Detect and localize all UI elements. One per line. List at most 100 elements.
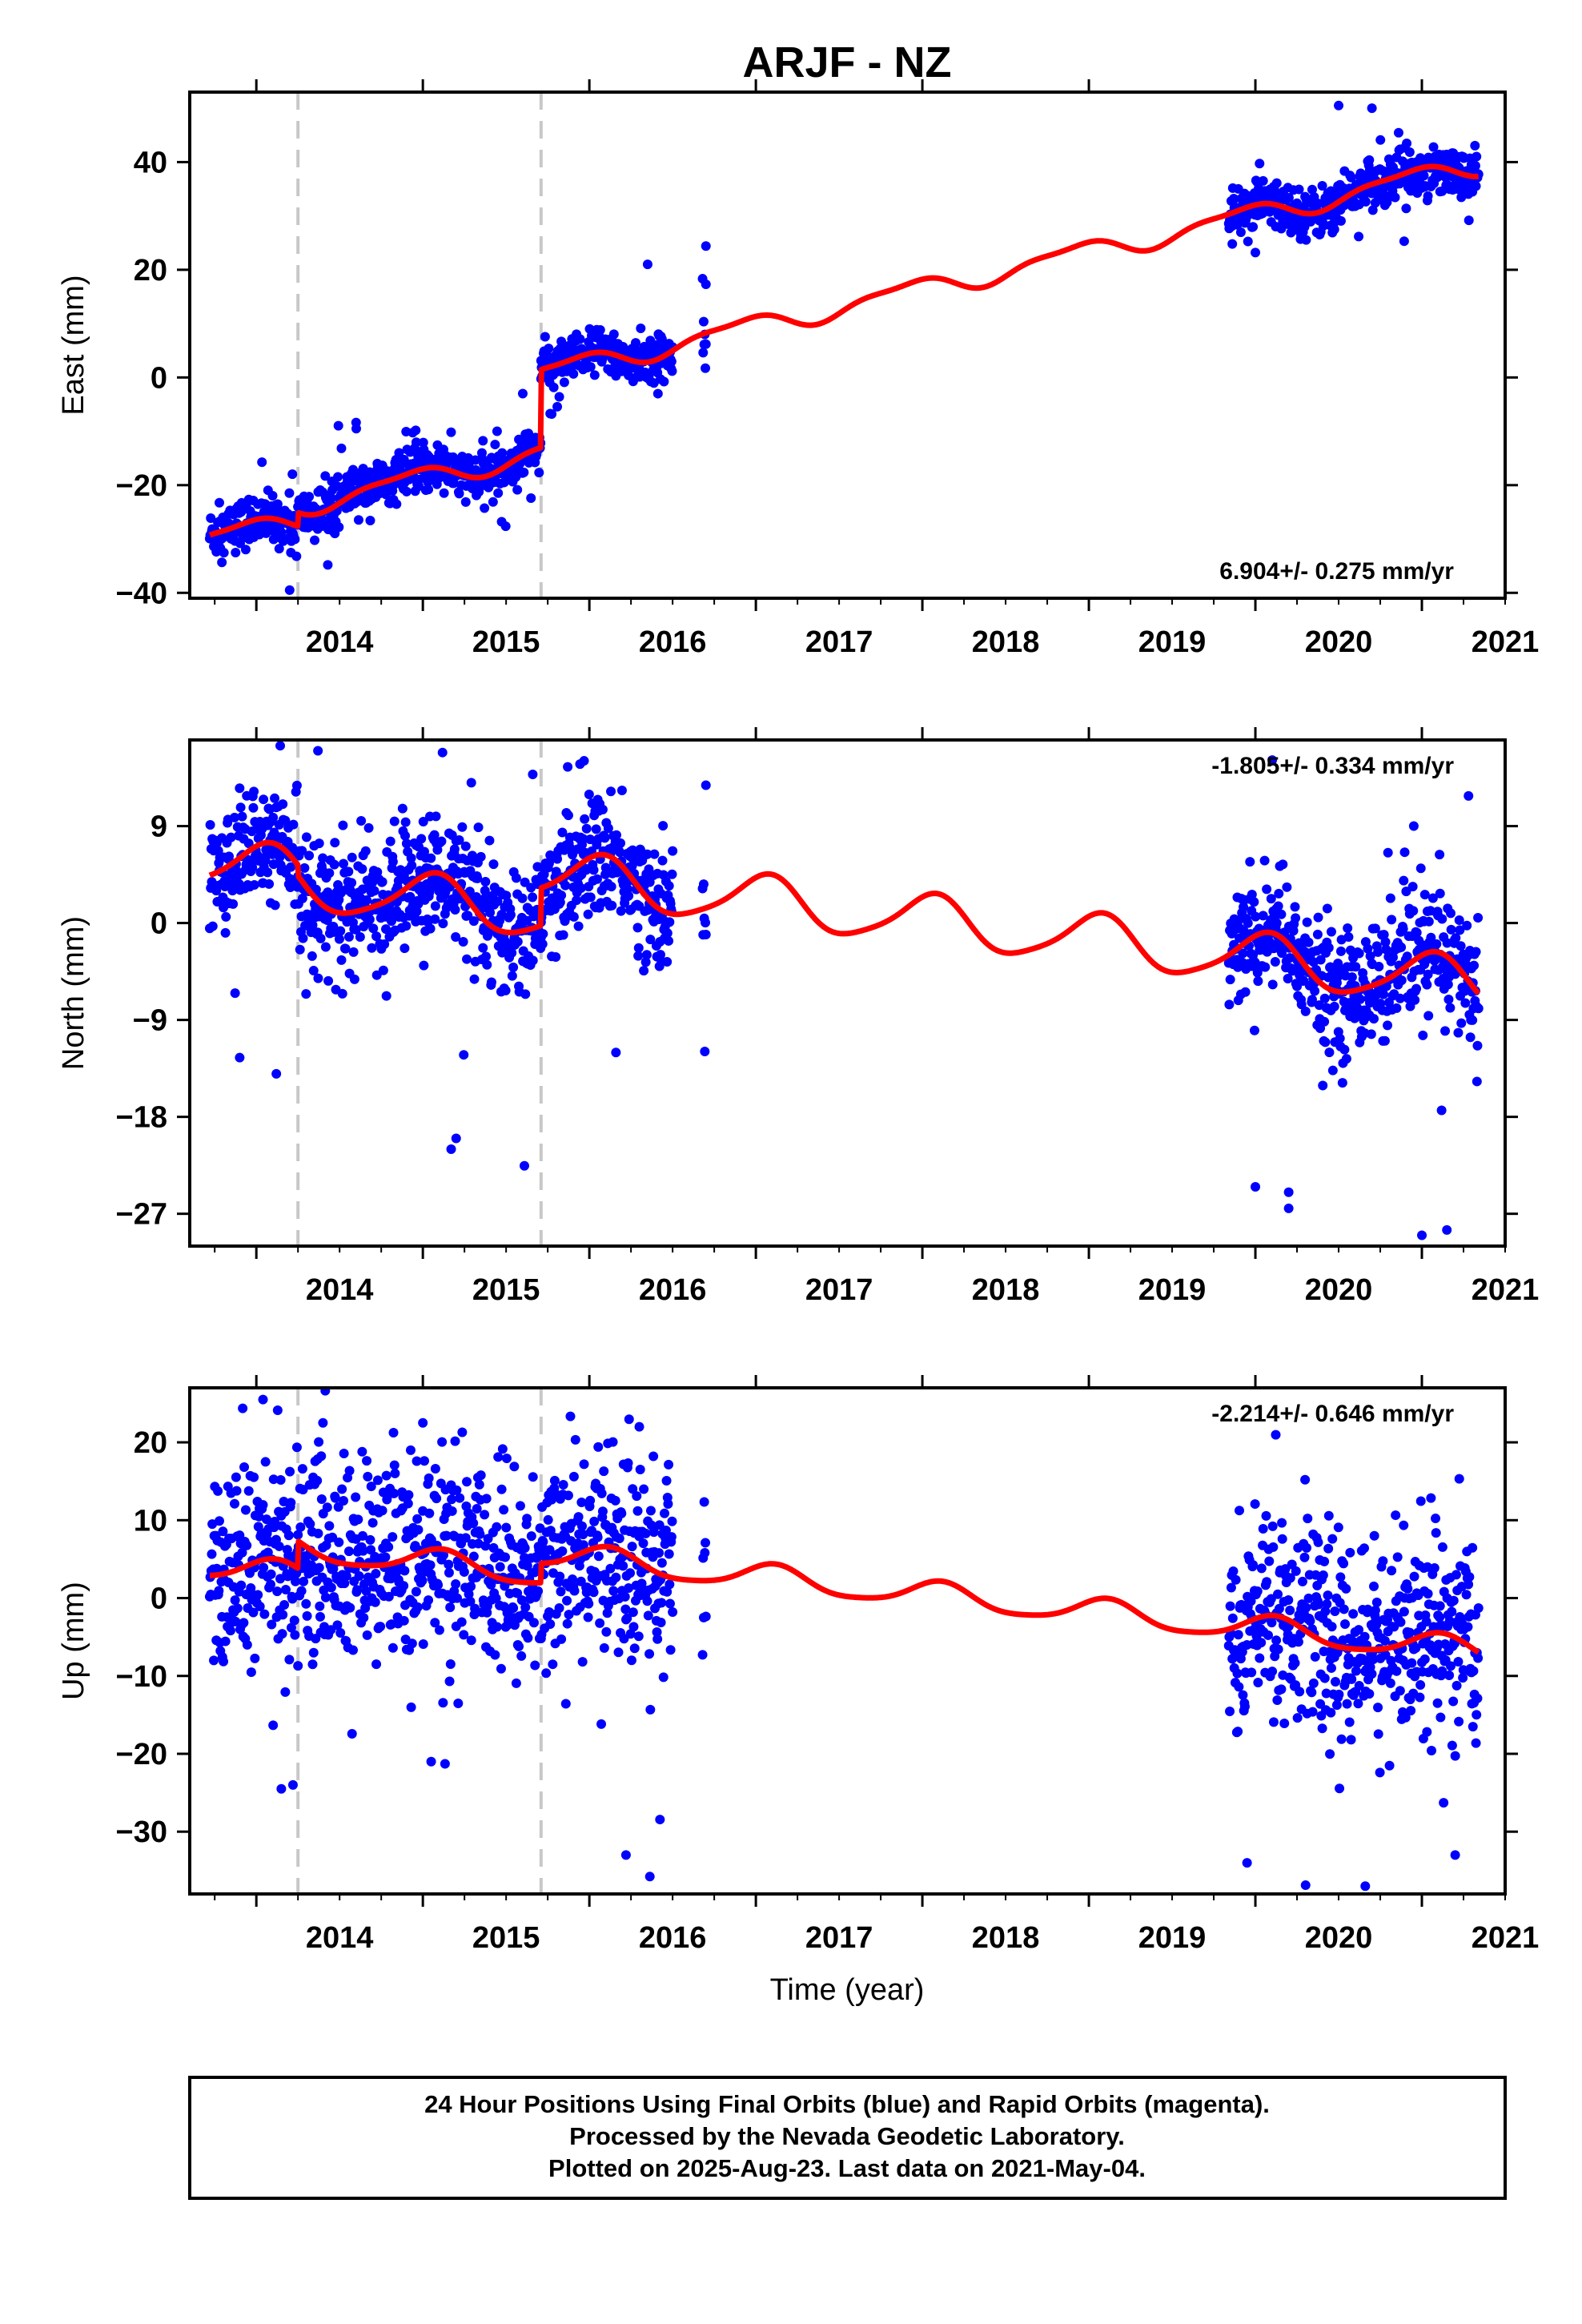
up-data-point: [1431, 1514, 1441, 1524]
north-data-point: [386, 916, 396, 927]
up-data-point: [593, 1551, 604, 1562]
east-data-point: [326, 493, 336, 504]
north-data-point: [320, 942, 331, 952]
east-model-line: [207, 163, 1481, 538]
up-data-point: [1335, 1572, 1346, 1582]
east-data-point: [1402, 139, 1412, 149]
north-data-point: [1455, 925, 1465, 935]
north-data-point: [1418, 1030, 1428, 1040]
north-data-point: [431, 811, 441, 822]
up-data-point: [447, 1506, 457, 1516]
up-data-point: [569, 1586, 580, 1596]
north-data-point: [369, 886, 379, 896]
up-data-point: [1429, 1562, 1439, 1573]
up-data-point: [588, 1587, 599, 1598]
north-data-point: [347, 878, 357, 888]
north-data-point: [314, 838, 324, 849]
up-data-point: [272, 1586, 283, 1597]
up-data-point: [622, 1613, 632, 1623]
up-data-point: [347, 1728, 357, 1739]
up-data-point: [1270, 1651, 1280, 1662]
north-data-point: [606, 882, 616, 892]
up-data-point: [1285, 1605, 1295, 1615]
east-data-point: [1472, 151, 1482, 162]
up-data-point: [654, 1520, 665, 1530]
up-data-point: [541, 1668, 552, 1679]
up-data-point: [1346, 1735, 1356, 1745]
up-data-point: [595, 1618, 605, 1628]
up-data-point: [412, 1456, 422, 1466]
north-data-point: [295, 944, 305, 955]
north-data-point: [207, 921, 218, 931]
east-data-point: [1393, 127, 1403, 138]
north-data-point: [307, 951, 317, 961]
up-data-point: [312, 1475, 323, 1486]
up-data-point: [1415, 1692, 1425, 1703]
up-data-point: [605, 1563, 616, 1574]
up-data-point: [1364, 1689, 1375, 1699]
up-data-point: [361, 1586, 371, 1596]
north-data-point: [1440, 1026, 1451, 1036]
north-data-point: [425, 923, 436, 934]
east-data-point: [1470, 160, 1480, 171]
up-outlier-point: [418, 1417, 428, 1428]
up-data-point: [652, 1627, 662, 1638]
up-data-point: [232, 1603, 243, 1614]
up-x-tick-label: 2014: [306, 1921, 374, 1955]
up-data-point: [293, 1661, 303, 1671]
north-data-point: [1436, 1105, 1447, 1116]
up-data-point: [1279, 1718, 1290, 1728]
north-data-point: [226, 832, 236, 842]
up-data-point: [1255, 1653, 1265, 1663]
east-data-point: [698, 316, 709, 327]
north-data-point: [229, 812, 239, 822]
north-data-point: [560, 880, 571, 891]
up-data-point: [1419, 1654, 1430, 1664]
up-data-point: [424, 1508, 435, 1518]
up-data-point: [445, 1602, 456, 1613]
north-data-point: [1468, 1015, 1478, 1025]
up-data-point: [434, 1625, 444, 1635]
north-data-point: [1320, 1037, 1331, 1047]
north-data-point: [334, 934, 344, 944]
up-data-point: [1373, 1729, 1383, 1739]
north-data-point: [640, 957, 651, 967]
north-data-point: [381, 991, 391, 1001]
north-data-point: [247, 862, 258, 873]
up-data-point: [1384, 1760, 1395, 1771]
east-data-point: [411, 425, 421, 436]
east-data-point: [353, 515, 363, 525]
north-data-point: [1258, 911, 1268, 921]
up-data-point: [1317, 1723, 1327, 1734]
up-data-point: [1330, 1606, 1340, 1616]
north-data-point: [1422, 979, 1432, 990]
north-data-point: [1371, 990, 1382, 1000]
up-data-point: [1303, 1593, 1314, 1603]
up-data-point: [254, 1511, 264, 1522]
north-data-point: [480, 876, 491, 887]
up-data-point: [413, 1525, 424, 1535]
up-data-point: [1452, 1680, 1462, 1691]
north-data-point: [400, 817, 411, 827]
north-data-point: [363, 822, 374, 833]
up-y-tick-label: −10: [116, 1660, 167, 1694]
up-data-point: [528, 1618, 539, 1628]
north-data-point: [1408, 821, 1419, 831]
up-data-point: [1375, 1767, 1385, 1778]
east-x-tick-label: 2021: [1472, 625, 1540, 659]
north-data-point: [454, 834, 464, 845]
up-data-point: [365, 1534, 375, 1545]
north-data-point: [1399, 875, 1409, 886]
north-data-point: [329, 859, 339, 870]
up-data-point: [441, 1530, 452, 1541]
east-y-ticks: −40 −20 0 20 40: [116, 146, 1518, 610]
up-data-point: [592, 1532, 603, 1542]
up-outlier-point: [287, 1779, 298, 1790]
up-data-point: [480, 1541, 491, 1551]
north-data-point: [1454, 915, 1464, 925]
north-data-point: [1225, 975, 1235, 985]
up-data-point: [1291, 1566, 1301, 1576]
north-data-point: [1381, 944, 1391, 955]
north-data-point: [377, 877, 387, 887]
up-data-point: [1344, 1717, 1355, 1727]
